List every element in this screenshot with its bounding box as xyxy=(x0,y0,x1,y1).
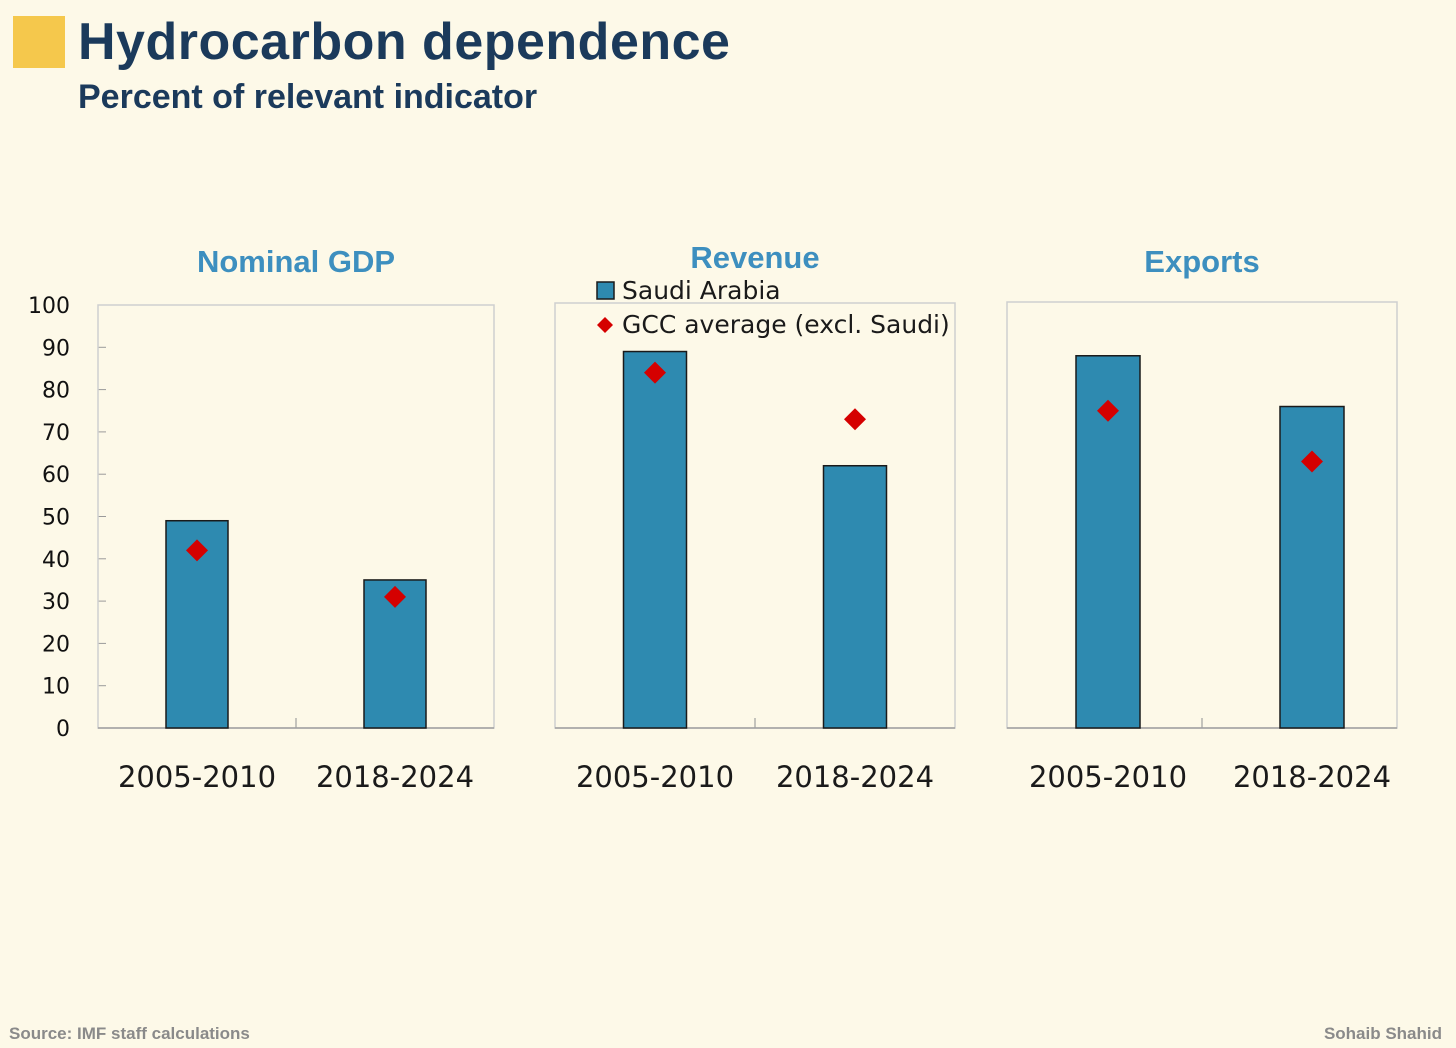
y-tick-label: 40 xyxy=(42,548,70,573)
source-note: Source: IMF staff calculations xyxy=(9,1024,250,1043)
y-tick-label: 90 xyxy=(42,336,70,361)
x-tick-label: 2005-2010 xyxy=(118,760,276,794)
y-tick-label: 50 xyxy=(42,506,70,531)
y-tick-label: 20 xyxy=(42,632,70,657)
y-tick-label: 80 xyxy=(42,379,70,404)
panel-title-exports: Exports xyxy=(1144,244,1259,279)
x-tick-label: 2018-2024 xyxy=(776,760,934,794)
legend-bar-swatch xyxy=(596,281,615,300)
y-tick-label: 70 xyxy=(42,421,70,446)
marker-gcc-revenue-2018-2024 xyxy=(844,408,866,431)
x-tick-label: 2018-2024 xyxy=(1233,760,1391,794)
y-tick-label: 100 xyxy=(28,294,70,319)
panel-title-revenue: Revenue xyxy=(690,240,819,275)
x-tick-label: 2005-2010 xyxy=(1029,760,1187,794)
legend-marker-label: GCC average (excl. Saudi) xyxy=(622,310,950,339)
accent-square xyxy=(13,16,65,68)
y-tick-label: 0 xyxy=(56,717,70,742)
legend-bar-label: Saudi Arabia xyxy=(622,276,781,305)
author-credit: Sohaib Shahid xyxy=(1323,1024,1442,1043)
bar-saudi-revenue-2018-2024 xyxy=(822,464,888,729)
panel-title-nominal-gdp: Nominal GDP xyxy=(197,244,395,279)
legend-marker-swatch xyxy=(597,317,613,333)
marker-gcc-exports-2005-2010 xyxy=(1097,399,1119,422)
bar-saudi-revenue-2005-2010 xyxy=(622,350,688,729)
marker-gcc-exports-2018-2024 xyxy=(1301,450,1323,473)
panel-frame-nominal-gdp xyxy=(97,304,495,729)
marker-gcc-nominal-gdp-2018-2024 xyxy=(384,585,406,608)
marker-gcc-nominal-gdp-2005-2010 xyxy=(186,539,208,562)
chart-subtitle: Percent of relevant indicator xyxy=(78,78,538,116)
y-tick-label: 60 xyxy=(42,463,70,488)
chart-title: Hydrocarbon dependence xyxy=(78,13,731,71)
x-tick-label: 2005-2010 xyxy=(576,760,734,794)
y-tick-label: 30 xyxy=(42,590,70,615)
x-tick-label: 2018-2024 xyxy=(316,760,474,794)
marker-gcc-revenue-2005-2010 xyxy=(644,361,666,384)
panel-frame-revenue xyxy=(554,302,956,729)
y-tick-label: 10 xyxy=(42,675,70,700)
